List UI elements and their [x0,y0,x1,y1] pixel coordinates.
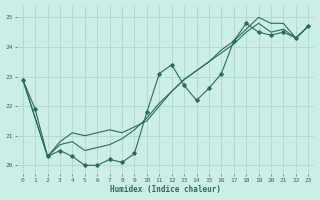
X-axis label: Humidex (Indice chaleur): Humidex (Indice chaleur) [110,185,221,194]
